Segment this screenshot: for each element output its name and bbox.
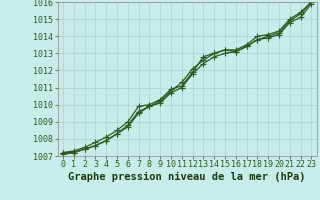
X-axis label: Graphe pression niveau de la mer (hPa): Graphe pression niveau de la mer (hPa) xyxy=(68,172,306,182)
